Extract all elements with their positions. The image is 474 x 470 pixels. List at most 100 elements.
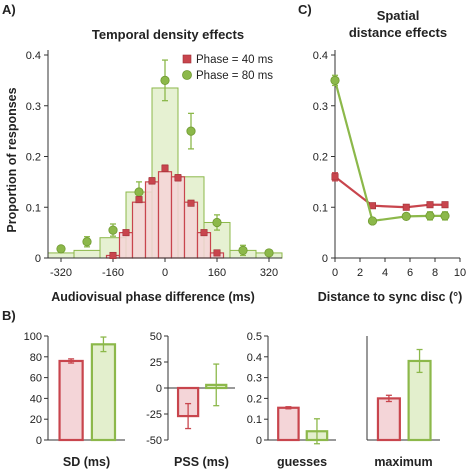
y-tick-label: 40 — [30, 393, 42, 405]
bar-red — [277, 406, 300, 442]
point-red — [331, 173, 339, 181]
chart-title-line1: Spatial — [377, 8, 420, 23]
point-phase40 — [109, 251, 117, 259]
x-axis-label: Audiovisual phase difference (ms) — [51, 290, 255, 304]
y-tick-label: 20 — [30, 414, 42, 426]
legend-label-phase40: Phase = 40 ms — [196, 54, 273, 66]
bar-phase40 — [144, 181, 160, 259]
y-tick-label: 50 — [150, 331, 162, 343]
param-chart-guesses: 0 0.1 0.2 0.3 0.4 0.5 guesses — [247, 331, 336, 469]
point-phase80 — [238, 245, 248, 255]
x-tick-label: 2 — [357, 267, 363, 279]
param-chart-pssms: -50 -25 0 25 50 PSS (ms) — [146, 331, 235, 469]
point-phase40 — [148, 177, 156, 185]
point-phase80 — [82, 237, 92, 247]
y-tick-label: 60 — [30, 373, 42, 385]
point-phase40 — [135, 196, 143, 204]
bar-red — [58, 359, 84, 442]
panel-label-b: B) — [2, 308, 16, 323]
point-red — [426, 201, 434, 209]
y-tick-label: 0 — [36, 435, 42, 447]
y-tick-label: 0.5 — [247, 331, 262, 343]
point-green — [330, 75, 340, 85]
x-axis-label: guesses — [277, 455, 327, 469]
point-phase80 — [108, 225, 118, 235]
bar-phase40 — [131, 201, 147, 259]
y-tick-label: 100 — [24, 331, 42, 343]
legend-marker-phase80 — [182, 70, 192, 80]
y-tick-label: 0.2 — [26, 152, 41, 164]
bar-phase80 — [73, 249, 101, 259]
y-tick-label: 0 — [35, 253, 41, 265]
panel-label-a: A) — [2, 2, 16, 17]
param-chart-sdms: 0 20 40 60 80 100 SD (ms) — [24, 331, 125, 469]
point-phase80 — [134, 187, 144, 197]
point-phase80 — [186, 126, 196, 136]
y-tick-label: 0.3 — [313, 101, 328, 113]
point-green — [401, 211, 411, 221]
y-tick-label: 0.3 — [26, 101, 41, 113]
y-tick-label: 0.4 — [313, 50, 328, 62]
spatial-distance-chart: 0 0.1 0.2 0.3 0.4 0 2 4 6 8 10 Spatial distance effe… — [313, 8, 466, 304]
bar-phase40 — [196, 232, 212, 259]
x-axis-label: maximum — [374, 455, 432, 469]
y-tick-label: 0.1 — [313, 202, 328, 214]
point-phase40 — [161, 164, 169, 172]
x-tick-label: 0 — [162, 267, 168, 279]
y-tick-label: 25 — [150, 357, 162, 369]
y-tick-label: 0.1 — [247, 414, 262, 426]
panel-label-c: C) — [298, 2, 312, 17]
x-tick-label: -160 — [102, 267, 124, 279]
y-tick-label: 0.4 — [247, 352, 262, 364]
x-tick-label: 6 — [407, 267, 413, 279]
point-phase40 — [122, 229, 130, 237]
point-phase80 — [264, 248, 274, 258]
x-tick-label: 160 — [208, 267, 226, 279]
y-tick-label: 80 — [30, 352, 42, 364]
point-red — [368, 202, 376, 210]
point-phase40 — [200, 229, 208, 237]
series-line-green — [333, 80, 445, 223]
point-phase40 — [213, 249, 221, 257]
bar-phase80 — [47, 252, 75, 259]
x-axis-label: Distance to sync disc (°) — [318, 290, 463, 304]
point-phase80 — [212, 217, 222, 228]
bar-phase40 — [183, 201, 199, 259]
y-tick-label: 0.2 — [247, 393, 262, 405]
y-tick-label: 0.4 — [26, 50, 41, 62]
y-tick-label: 0.2 — [313, 152, 328, 164]
y-tick-label: 0 — [322, 253, 328, 265]
point-red — [441, 201, 449, 209]
y-tick-label: 0 — [256, 435, 262, 447]
legend-marker-phase40 — [182, 54, 192, 64]
point-green — [440, 211, 450, 221]
y-tick-label: 0 — [156, 383, 162, 395]
point-phase80 — [56, 244, 66, 254]
point-green — [425, 211, 435, 221]
x-axis-label: PSS (ms) — [174, 455, 229, 469]
bar-red — [376, 397, 401, 442]
x-tick-label: 4 — [382, 267, 388, 279]
temporal-density-chart: 0 0.1 0.2 0.3 0.4 -320 -160 0 160 320 Temporal den… — [5, 27, 283, 304]
y-tick-label: 0.3 — [247, 373, 262, 385]
bar-green — [90, 343, 117, 442]
x-tick-label: -320 — [50, 267, 72, 279]
y-axis-label: Proportion of responses — [5, 87, 19, 232]
point-phase40 — [174, 174, 182, 182]
point-green — [367, 216, 378, 226]
x-axis-label: SD (ms) — [63, 455, 110, 469]
x-tick-label: 320 — [260, 267, 278, 279]
y-tick-label: -25 — [146, 409, 162, 421]
bar-phase40 — [157, 171, 173, 259]
point-phase80 — [160, 75, 170, 85]
bar-phase40 — [170, 176, 186, 259]
x-tick-label: 0 — [332, 267, 338, 279]
point-phase40 — [187, 199, 195, 207]
y-tick-label: -50 — [146, 435, 162, 447]
x-tick-label: 8 — [432, 267, 438, 279]
chart-title: Temporal density effects — [92, 27, 244, 42]
legend-label-phase80: Phase = 80 ms — [196, 70, 273, 82]
param-chart-maximum: maximum — [366, 336, 440, 469]
